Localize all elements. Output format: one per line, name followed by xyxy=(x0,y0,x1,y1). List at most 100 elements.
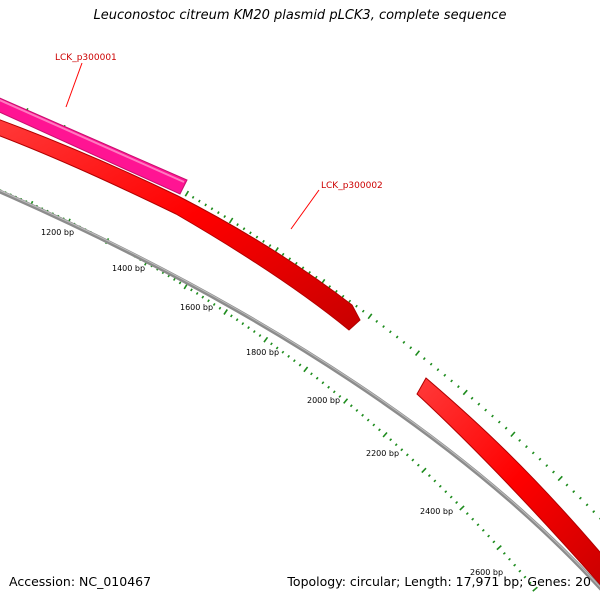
gc-tick xyxy=(444,490,448,494)
gene-arc-lck-p300001[interactable] xyxy=(0,96,188,195)
gc-tick xyxy=(411,458,415,462)
gene-arc-unlabeled[interactable] xyxy=(416,377,600,590)
gene-label-leader-lck-p300002 xyxy=(290,189,320,230)
gc-tick xyxy=(436,368,440,372)
gc-tick xyxy=(552,470,555,474)
gc-tick xyxy=(247,326,250,330)
gc-tick xyxy=(303,366,309,373)
gene-label-lck-p300001[interactable]: LCK_p300001 xyxy=(55,53,117,63)
gc-tick xyxy=(455,501,459,504)
gc-tick xyxy=(497,420,501,424)
gc-tick xyxy=(513,563,517,567)
gc-tick xyxy=(382,431,388,438)
gc-tick xyxy=(270,342,273,346)
gc-tick xyxy=(258,334,262,338)
gc-tick xyxy=(572,490,576,494)
gc-tick xyxy=(476,523,480,527)
gc-tick xyxy=(327,385,331,389)
gc-tick xyxy=(459,505,465,511)
gc-tick xyxy=(235,318,239,322)
gc-tick xyxy=(456,385,460,389)
scale-label: 2200 bp xyxy=(366,449,399,458)
scale-label: 1600 bp xyxy=(180,303,213,312)
sequence-backbone xyxy=(0,189,600,591)
gc-tick xyxy=(310,372,313,376)
gc-tick xyxy=(294,261,298,265)
gc-tick xyxy=(332,390,336,394)
gc-tick xyxy=(361,309,365,313)
gc-tick xyxy=(301,266,305,270)
gc-tick xyxy=(218,306,222,310)
gc-tick xyxy=(372,423,376,427)
gc-tick xyxy=(484,408,488,412)
gc-tick xyxy=(281,350,285,354)
gc-tick xyxy=(557,475,563,482)
gc-tick xyxy=(518,569,522,573)
gc-tick xyxy=(402,340,406,344)
gc-tick xyxy=(338,394,342,398)
gc-tick xyxy=(421,467,427,474)
scale-label: 1400 bp xyxy=(112,264,145,273)
gc-tick xyxy=(210,207,214,211)
gc-tick xyxy=(207,299,210,303)
gc-tick xyxy=(190,288,193,292)
gc-tick xyxy=(394,443,398,447)
gc-tick xyxy=(523,575,527,579)
gc-tick xyxy=(389,438,393,442)
gc-tick xyxy=(487,534,491,538)
gc-tick xyxy=(592,510,596,514)
gc-tick xyxy=(545,464,549,468)
gc-tick xyxy=(361,413,365,417)
gc-tick xyxy=(242,227,246,231)
gc-tick xyxy=(508,557,511,561)
scale-label: 2400 bp xyxy=(420,507,453,516)
gc-tick xyxy=(578,496,582,500)
gc-tick xyxy=(422,357,426,361)
gc-tick xyxy=(481,528,485,532)
gc-tick xyxy=(355,304,358,308)
gc-tick xyxy=(538,457,542,461)
gc-tick xyxy=(518,438,522,442)
gc-tick xyxy=(416,463,420,467)
scale-label-group: 1200 bp 1400 bp 1600 bp 1800 bp 2000 bp … xyxy=(41,228,503,577)
map-title: Leuconostoc citreum KM20 plasmid pLCK3, … xyxy=(93,8,507,23)
gc-tick xyxy=(462,389,468,396)
gc-tick xyxy=(438,484,442,488)
gc-tick xyxy=(288,257,292,261)
gc-tick xyxy=(531,451,535,455)
gc-tick xyxy=(195,291,199,295)
gc-tick xyxy=(449,495,453,499)
gc-tick xyxy=(223,215,227,219)
gc-tick xyxy=(249,231,252,235)
gc-tick xyxy=(241,322,245,326)
gc-tick xyxy=(230,314,233,318)
gc-tick xyxy=(433,479,437,483)
accession-text: Accession: NC_010467 xyxy=(9,574,152,589)
gc-tick xyxy=(382,325,385,328)
gc-tick xyxy=(565,483,569,487)
gc-tick xyxy=(236,223,239,227)
gc-tick xyxy=(355,408,359,412)
gc-tick xyxy=(263,336,269,343)
gc-tick xyxy=(228,217,234,224)
gc-tick xyxy=(504,426,508,430)
gc-tick xyxy=(343,398,349,404)
gc-tick xyxy=(491,414,494,418)
gc-tick xyxy=(585,503,589,507)
gc-tick xyxy=(281,252,285,256)
gc-tick xyxy=(400,448,404,452)
gc-tick xyxy=(532,586,538,592)
gc-tick xyxy=(321,381,325,385)
gene-label-lck-p300002[interactable]: LCK_p300002 xyxy=(321,181,383,191)
gc-tick xyxy=(450,379,454,383)
gc-tick xyxy=(349,404,353,408)
gc-tick xyxy=(502,551,506,555)
gc-tick xyxy=(275,346,279,350)
gc-tick xyxy=(528,581,532,585)
gc-tick xyxy=(367,313,373,320)
gc-tick xyxy=(492,540,496,544)
gene-arc-lck-p300002[interactable] xyxy=(0,118,361,331)
sequence-backbone-highlight xyxy=(0,190,600,588)
gc-tick xyxy=(496,545,502,551)
